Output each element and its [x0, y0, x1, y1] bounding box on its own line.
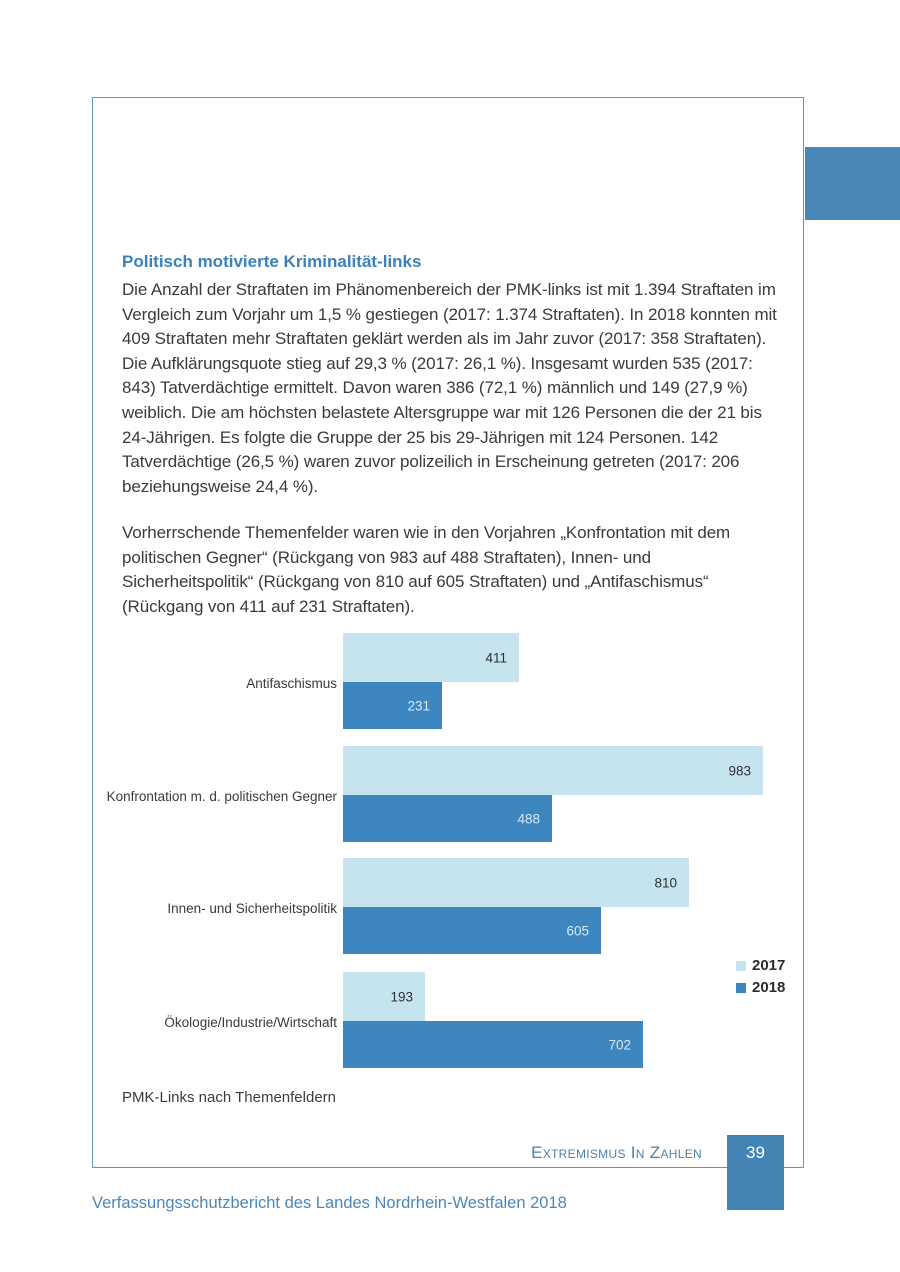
legend-label-2017: 2017 — [752, 957, 786, 974]
page-number: 39 — [746, 1143, 765, 1162]
bar-2018-2: 488 — [343, 795, 552, 842]
page-number-box: 39 — [727, 1135, 784, 1210]
bar-2018-1: 231 — [343, 682, 442, 729]
category-label: Konfrontation m. d. politischen Gegner — [106, 789, 337, 804]
legend-label-2018: 2018 — [752, 979, 786, 996]
bar-2017-4: 193 — [343, 972, 425, 1021]
bar-2017-2: 983 — [343, 746, 763, 795]
bar-value-label: 488 — [517, 811, 540, 826]
legend-item-2017: 2017 — [736, 957, 785, 974]
bar-value-label: 231 — [407, 698, 430, 713]
bar-2017-1: 411 — [343, 633, 519, 682]
report-title-footer: Verfassungsschutzbericht des Landes Nord… — [92, 1194, 567, 1212]
bar-value-label: 702 — [608, 1037, 631, 1052]
category-label: Antifaschismus — [246, 676, 337, 691]
bar-value-label: 193 — [390, 989, 413, 1004]
bar-value-label: 983 — [728, 763, 751, 778]
chapter-tab — [805, 147, 900, 220]
category-label: Innen- und Sicherheitspolitik — [167, 901, 337, 916]
paragraph-themes: Vorherrschende Themenfelder waren wie in… — [122, 523, 731, 616]
section-heading: Politisch motivierte Kriminalität-links — [122, 252, 422, 271]
bar-2018-3: 605 — [343, 907, 601, 954]
bar-value-label: 605 — [566, 923, 589, 938]
content-frame — [92, 97, 804, 1168]
bar-value-label: 411 — [485, 650, 507, 665]
chart-caption: PMK-Links nach Themenfeldern — [122, 1089, 336, 1106]
legend-swatch-2017 — [736, 960, 746, 971]
bar-value-label: 810 — [654, 875, 677, 890]
paragraph-statistics: Die Anzahl der Straftaten im Phänomenber… — [122, 280, 777, 496]
category-label: Ökologie/Industrie/Wirtschaft — [164, 1015, 337, 1030]
chart-legend: 2017 2018 — [736, 957, 785, 1001]
section-footer-title: Extremismus In Zahlen — [531, 1143, 702, 1162]
legend-item-2018: 2018 — [736, 979, 785, 996]
bar-2017-3: 810 — [343, 858, 689, 907]
legend-swatch-2018 — [736, 982, 746, 993]
bar-2018-4: 702 — [343, 1021, 643, 1068]
